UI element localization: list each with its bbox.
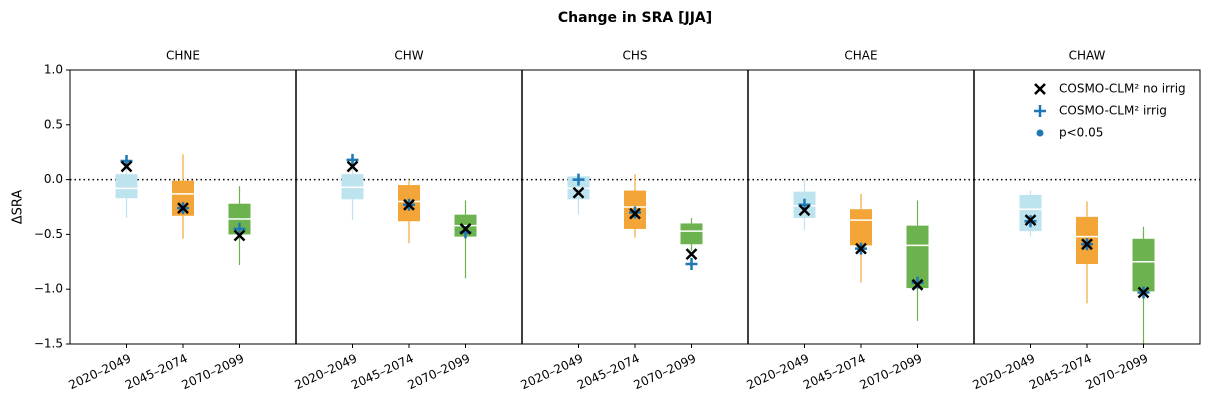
marker [233, 222, 246, 235]
y-tick-label: −1.5 [34, 337, 63, 351]
box [906, 225, 929, 289]
panel-title: CHS [622, 49, 647, 63]
panel-title: CHW [394, 49, 423, 63]
x-tick-label: 2020–2049 [67, 351, 134, 392]
box [115, 174, 138, 199]
x-tick-label: 2070–2099 [180, 351, 247, 392]
marker [685, 257, 698, 270]
marker [346, 153, 359, 166]
y-tick-label: −1.0 [34, 282, 63, 296]
x-tick-label: 2070–2099 [858, 351, 925, 392]
marker [1024, 214, 1037, 227]
x-tick-label: 2070–2099 [406, 351, 473, 392]
x-tick-label: 2070–2099 [1084, 351, 1151, 392]
x-tick-label: 2045–2074 [349, 351, 416, 392]
x-tick-label: 2020–2049 [519, 351, 586, 392]
legend-label: p<0.05 [1059, 126, 1103, 140]
panel-title: CHAE [844, 49, 877, 63]
marker [798, 204, 811, 217]
x-tick-label: 2045–2074 [801, 351, 868, 392]
y-tick-label: 1.0 [44, 63, 63, 77]
marker [1137, 286, 1150, 299]
x-tick-label: 2045–2074 [575, 351, 642, 392]
x-tick-label: 2020–2049 [971, 351, 1038, 392]
marker [572, 186, 585, 199]
x-tick-label: 2045–2074 [123, 351, 190, 392]
panel-title: CHNE [166, 49, 200, 63]
marker [855, 242, 867, 255]
plot-frame [69, 69, 1201, 345]
y-tick-label: 0.0 [44, 172, 63, 186]
marker [233, 229, 246, 242]
marker [177, 202, 189, 214]
legend-label: COSMO-CLM² irrig [1059, 104, 1167, 118]
y-axis-label: ΔSRA [11, 190, 26, 225]
marker [629, 207, 641, 220]
legend-label: COSMO-CLM² no irrig [1059, 82, 1186, 96]
marker [572, 173, 585, 186]
y-tick-label: −0.5 [34, 227, 63, 241]
y-tick-label: 0.5 [44, 117, 63, 131]
x-tick-label: 2070–2099 [632, 351, 699, 392]
marker [911, 278, 924, 291]
marker [403, 198, 415, 211]
box [680, 223, 703, 245]
chart-title: Change in SRA [JJA] [558, 10, 712, 26]
x-tick-label: 2020–2049 [293, 351, 360, 392]
box [1132, 238, 1155, 292]
legend-marker [1034, 83, 1046, 95]
marker [685, 248, 698, 261]
box [850, 209, 872, 246]
marker [459, 223, 472, 235]
legend-marker [1036, 129, 1044, 137]
marker [1081, 238, 1093, 251]
marker [120, 160, 133, 173]
x-tick-label: 2045–2074 [1027, 351, 1094, 392]
marker [911, 276, 924, 289]
x-tick-label: 2020–2049 [745, 351, 812, 392]
legend-marker [1034, 105, 1046, 117]
panel-title: CHAW [1069, 49, 1106, 63]
marker [346, 160, 359, 173]
